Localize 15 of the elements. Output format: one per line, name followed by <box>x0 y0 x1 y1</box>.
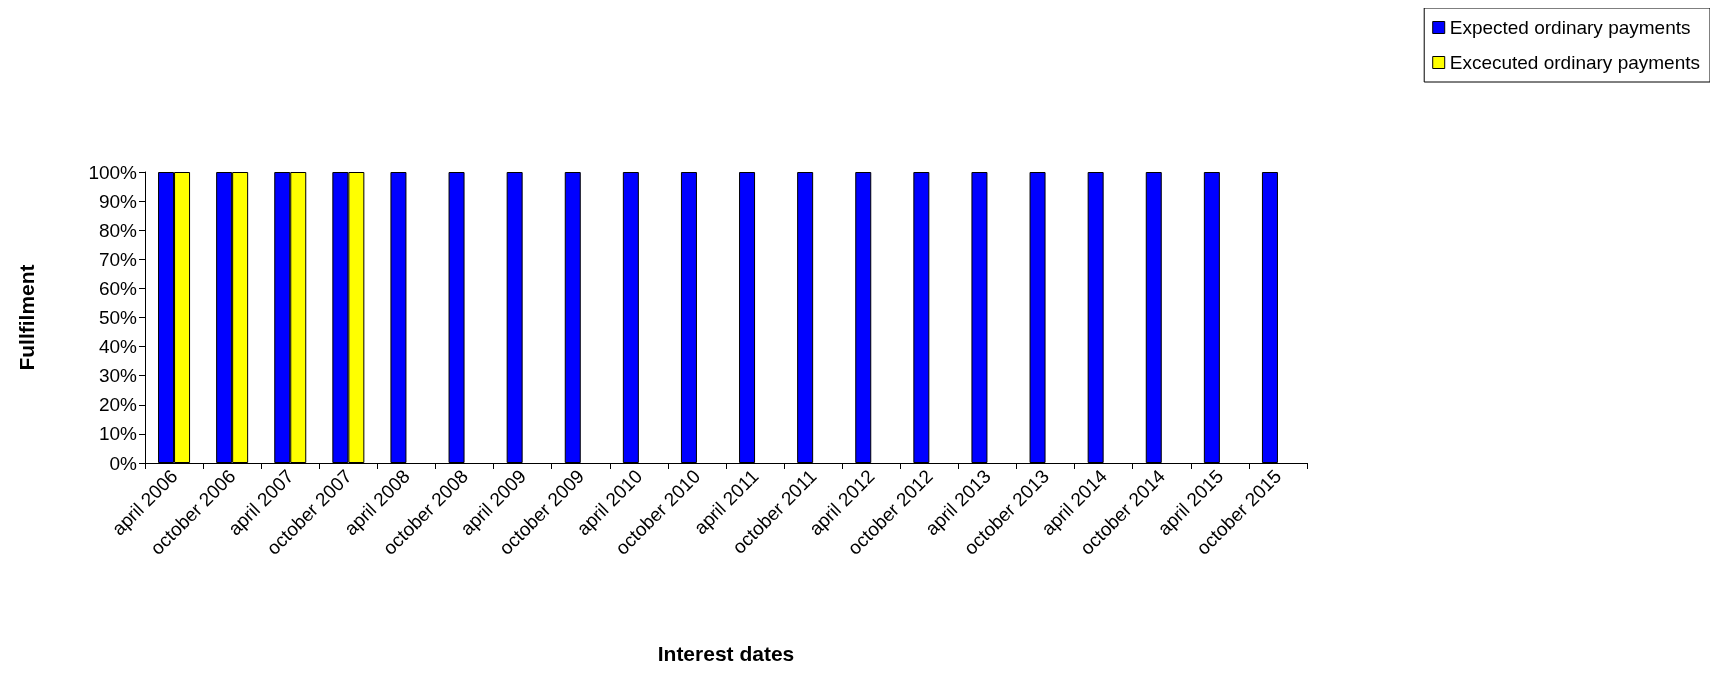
y-tick-label: 30% <box>98 365 138 387</box>
y-axis-title: Fullfilment <box>15 264 38 371</box>
legend-label: Excecuted ordinary payments <box>1449 52 1700 73</box>
y-tick-label: 10% <box>98 423 138 445</box>
y-tick-label: 0% <box>109 452 138 474</box>
y-tick-label: 80% <box>98 219 138 241</box>
y-tick-label: 100% <box>88 161 138 183</box>
y-tick-label: 90% <box>98 190 138 212</box>
y-tick-label: 70% <box>98 248 138 270</box>
y-tick-label: 40% <box>98 336 138 358</box>
y-tick-label: 60% <box>98 277 138 299</box>
x-axis-title: Interest dates <box>657 642 795 665</box>
legend-label: Expected ordinary payments <box>1449 17 1691 38</box>
y-tick-label: 20% <box>98 394 138 416</box>
y-tick-label: 50% <box>98 307 138 328</box>
